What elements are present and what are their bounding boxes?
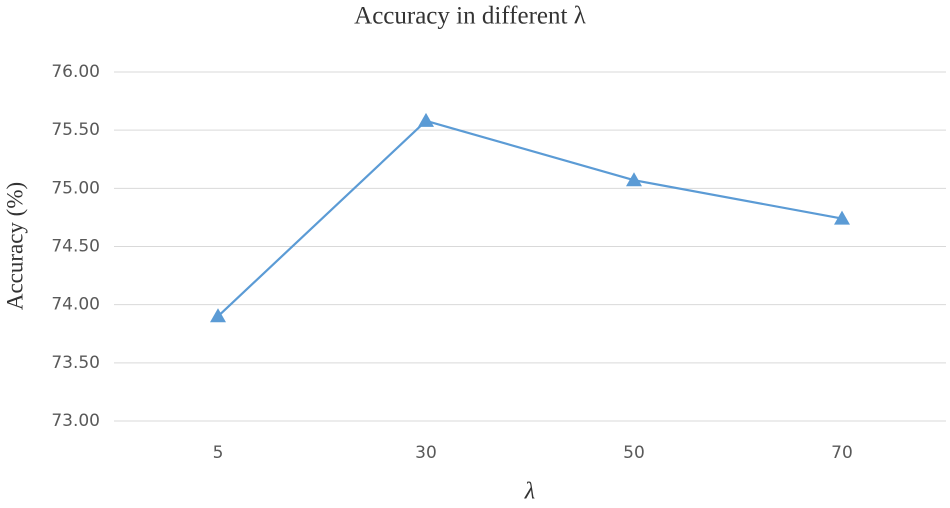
marker (834, 210, 850, 225)
x-tick-label: 70 (831, 443, 853, 463)
x-tick-label: 30 (415, 443, 437, 463)
y-tick-label: 74.50 (51, 237, 100, 257)
x-tick-label: 50 (623, 443, 645, 463)
x-axis-label: λ (524, 479, 535, 505)
y-tick-label: 74.00 (51, 295, 100, 315)
y-tick-label: 75.50 (51, 120, 100, 140)
y-tick-label: 76.00 (51, 62, 100, 82)
marker (418, 112, 434, 127)
y-tick-label: 73.50 (51, 353, 100, 373)
series-line (217, 119, 843, 318)
y-tick-label: 73.00 (51, 411, 100, 431)
marker (210, 308, 226, 323)
marker (626, 172, 642, 187)
y-axis-label: Accuracy (%) (2, 182, 27, 310)
y-tick-label: 75.00 (51, 178, 100, 198)
chart-title: Accuracy in different λ (354, 3, 586, 30)
x-tick-label: 5 (213, 443, 224, 463)
